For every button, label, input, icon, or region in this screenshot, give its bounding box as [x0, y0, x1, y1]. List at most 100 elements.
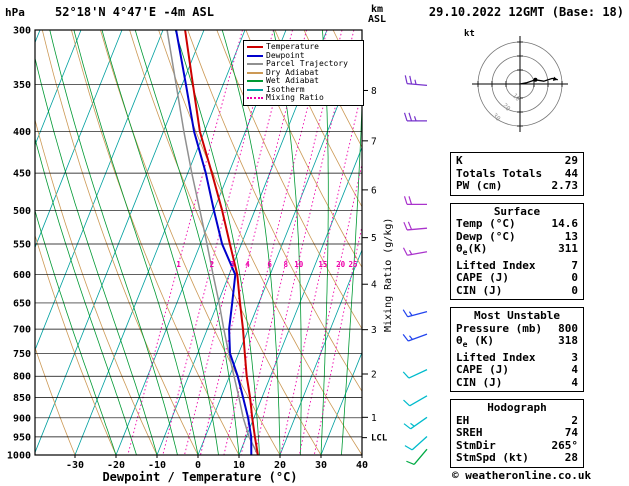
stats-row: K 29	[451, 154, 583, 168]
legend-label: Parcel Trajectory	[266, 59, 348, 68]
mixing-ratio-axis-label: Mixing Ratio (g/kg)	[383, 218, 394, 332]
svg-text:20: 20	[336, 260, 346, 269]
altitude-axis-unit-label: km ASL	[361, 5, 393, 25]
stats-row-label: PW (cm)	[456, 179, 503, 192]
hodograph-arrowhead	[552, 76, 558, 81]
x-axis-label: Dewpoint / Temperature (°C)	[102, 470, 298, 484]
legend-label: Dewpoint	[266, 50, 305, 60]
svg-text:6: 6	[267, 260, 272, 269]
stats-row-value: 7	[571, 258, 578, 272]
stats-row-value: 29	[564, 154, 578, 167]
hodograph-trace	[519, 76, 558, 85]
parcel-trajectory-curve	[166, 30, 259, 455]
svg-text:450: 450	[13, 169, 31, 180]
svg-text:10: 10	[511, 92, 522, 103]
legend-item: Wet Adiabat	[247, 76, 360, 86]
svg-text:3: 3	[371, 325, 377, 336]
legend-swatch-mixing-ratio	[247, 97, 263, 100]
svg-text:30: 30	[315, 460, 327, 471]
svg-text:400: 400	[13, 127, 31, 138]
legend-swatch-dewpoint	[247, 54, 263, 57]
svg-text:-30: -30	[66, 460, 84, 471]
mixing-ratio-value-labels: 1 2 3 4 6 8 10 15 20 25	[176, 260, 357, 269]
stats-row-label: θe (K)	[456, 334, 494, 350]
legend-item: Mixing Ratio	[247, 93, 360, 103]
stats-row-label: CAPE (J)	[456, 271, 509, 285]
stats-row-value: 318	[558, 334, 578, 348]
stats-row: CIN (J) 0	[451, 283, 583, 298]
svg-text:15: 15	[318, 260, 327, 269]
stats-row: StmDir 265°	[451, 438, 583, 453]
stats-row-value: 800	[558, 321, 578, 335]
svg-text:950: 950	[13, 432, 31, 443]
legend-item: Dewpoint	[247, 50, 360, 61]
stats-row: StmSpd (kt) 28	[451, 452, 583, 465]
temperature-tick-labels: -30 -20 -10 0 10 20 30 40	[66, 455, 368, 471]
svg-text:LCL: LCL	[371, 434, 388, 444]
legend-label: Wet Adiabat	[266, 76, 319, 85]
legend-item: Temperature	[247, 42, 360, 52]
stats-row-value: 13	[564, 229, 578, 243]
stats-row-value: 0	[571, 283, 578, 297]
svg-text:20: 20	[501, 102, 512, 113]
svg-text:1: 1	[176, 260, 181, 269]
pressure-tick-labels: 300 350 400 450 500 550 600 650 700 750 800 850 900 9…	[7, 26, 31, 462]
svg-text:0: 0	[195, 460, 201, 471]
svg-text:350: 350	[13, 80, 31, 91]
stats-row-label: K	[456, 154, 463, 167]
dewpoint-curve	[175, 30, 253, 455]
station-title: 52°18'N 4°47'E -4m ASL	[55, 5, 214, 19]
stats-row-label: EH	[456, 413, 470, 427]
stats-row-label: CAPE (J)	[456, 363, 509, 377]
stats-row-value: 14.6	[551, 217, 579, 230]
svg-text:600: 600	[13, 270, 31, 281]
hodograph-marker-dot	[533, 77, 538, 82]
svg-text:300: 300	[13, 26, 31, 37]
stats-row-value: 28	[564, 451, 578, 465]
stats-row-label: Temp (°C)	[456, 217, 516, 230]
svg-text:10: 10	[233, 460, 245, 471]
svg-text:4: 4	[371, 280, 377, 291]
stats-row: CAPE (J) 4	[451, 364, 583, 377]
stats-row-value: 4	[571, 375, 578, 389]
legend-label: Mixing Ratio	[266, 93, 324, 102]
stats-row-label: Lifted Index	[456, 350, 536, 364]
svg-text:5: 5	[371, 233, 377, 244]
stats-box-hodograph: Hodograph EH 2 SREH 74 StmDir 265° StmSpd (kt) 2…	[450, 399, 584, 468]
stats-row-label: Dewp (°C)	[456, 229, 516, 243]
legend-swatch-wet-adiabat	[247, 80, 263, 83]
stats-row: Temp (°C) 14.6	[451, 217, 583, 231]
stats-row-value: 0	[571, 271, 578, 285]
stats-box-header: Hodograph	[487, 401, 547, 415]
stats-row: Dewp (°C) 13	[451, 229, 583, 244]
legend-item: Dry Adiabat	[247, 67, 360, 78]
stats-row-value: 311	[558, 242, 578, 255]
svg-text:8: 8	[371, 86, 377, 97]
stats-row-value: 3	[571, 350, 578, 364]
stats-box-header: Surface	[493, 204, 541, 218]
svg-text:10: 10	[294, 260, 304, 269]
temperature-curve	[184, 30, 259, 455]
km-asl-ticks: 1 2 3 4 5 6 7 8	[362, 86, 377, 424]
background-grid	[35, 30, 362, 455]
svg-text:900: 900	[13, 413, 31, 424]
legend-swatch-dry-adiabat	[247, 71, 263, 74]
svg-text:40: 40	[356, 460, 368, 471]
legend-label: Dry Adiabat	[266, 67, 319, 77]
svg-text:4: 4	[245, 260, 250, 269]
stats-row-value: 265°	[551, 438, 579, 452]
svg-text:550: 550	[13, 239, 31, 250]
stats-row: CIN (J) 4	[451, 375, 583, 390]
stats-box: K 29 Totals Totals 44 PW (cm) 2.73	[450, 152, 584, 196]
stats-panel: K 29 Totals Totals 44 PW (cm) 2.73 Surface Temp…	[450, 152, 584, 475]
svg-text:8: 8	[284, 260, 289, 269]
svg-text:650: 650	[13, 298, 31, 309]
stats-row: Totals Totals 44	[451, 167, 583, 181]
wind-barbs	[402, 75, 428, 466]
stats-row: θe(K) 311	[451, 242, 583, 260]
stats-row: Lifted Index 3	[451, 350, 583, 365]
